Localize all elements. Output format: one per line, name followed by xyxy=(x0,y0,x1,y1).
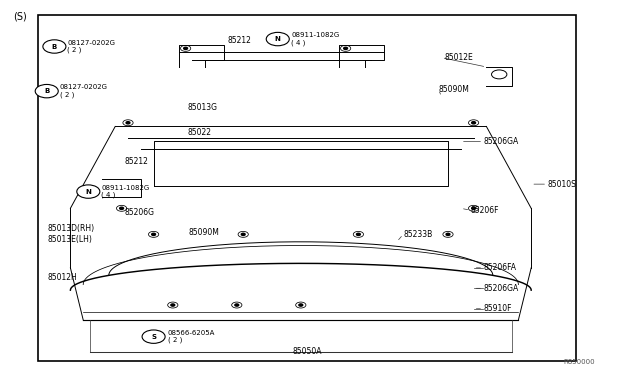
Text: 85010S: 85010S xyxy=(547,180,576,189)
Circle shape xyxy=(152,233,156,235)
Circle shape xyxy=(472,122,476,124)
Circle shape xyxy=(266,32,289,46)
Text: 85206F: 85206F xyxy=(470,206,499,215)
Circle shape xyxy=(446,233,450,235)
Text: 85206GA: 85206GA xyxy=(483,284,518,293)
Text: 85012H: 85012H xyxy=(48,273,77,282)
Circle shape xyxy=(171,304,175,306)
Text: 85206G: 85206G xyxy=(125,208,155,217)
Text: 85206GA: 85206GA xyxy=(483,137,518,146)
Text: N: N xyxy=(85,189,92,195)
Text: N: N xyxy=(275,36,281,42)
Circle shape xyxy=(142,330,165,343)
Text: 85012E: 85012E xyxy=(445,53,474,62)
Text: 85090M: 85090M xyxy=(438,85,469,94)
Circle shape xyxy=(344,47,348,49)
FancyBboxPatch shape xyxy=(38,15,576,361)
Text: 85090M: 85090M xyxy=(189,228,220,237)
Circle shape xyxy=(184,47,188,49)
Text: 85910F: 85910F xyxy=(483,304,512,313)
Text: 08566-6205A
( 2 ): 08566-6205A ( 2 ) xyxy=(168,330,215,343)
Text: 85013G: 85013G xyxy=(188,103,218,112)
Circle shape xyxy=(299,304,303,306)
Text: B: B xyxy=(52,44,57,49)
Text: 85233B: 85233B xyxy=(403,230,433,239)
Text: 08127-0202G
( 2 ): 08127-0202G ( 2 ) xyxy=(67,40,115,53)
Text: 85013E(LH): 85013E(LH) xyxy=(48,235,93,244)
Text: 08911-1082G
( 4 ): 08911-1082G ( 4 ) xyxy=(291,32,339,46)
Circle shape xyxy=(35,84,58,98)
Text: 08911-1082G
( 4 ): 08911-1082G ( 4 ) xyxy=(101,185,149,198)
Text: 85050A: 85050A xyxy=(292,347,322,356)
Text: 85013D(RH): 85013D(RH) xyxy=(48,224,95,233)
Text: B: B xyxy=(44,88,49,94)
Text: 85212: 85212 xyxy=(125,157,148,166)
Text: R850000: R850000 xyxy=(564,359,595,365)
Circle shape xyxy=(472,207,476,209)
Circle shape xyxy=(77,185,100,198)
Text: S: S xyxy=(151,334,156,340)
Circle shape xyxy=(235,304,239,306)
Circle shape xyxy=(241,233,245,235)
Circle shape xyxy=(356,233,360,235)
Circle shape xyxy=(126,122,130,124)
Text: 08127-0202G
( 2 ): 08127-0202G ( 2 ) xyxy=(60,84,108,98)
Circle shape xyxy=(120,207,124,209)
Text: 85022: 85022 xyxy=(188,128,211,137)
Text: 85206FA: 85206FA xyxy=(483,263,516,272)
Text: (S): (S) xyxy=(13,11,26,21)
Text: 85212: 85212 xyxy=(227,36,251,45)
Circle shape xyxy=(43,40,66,53)
